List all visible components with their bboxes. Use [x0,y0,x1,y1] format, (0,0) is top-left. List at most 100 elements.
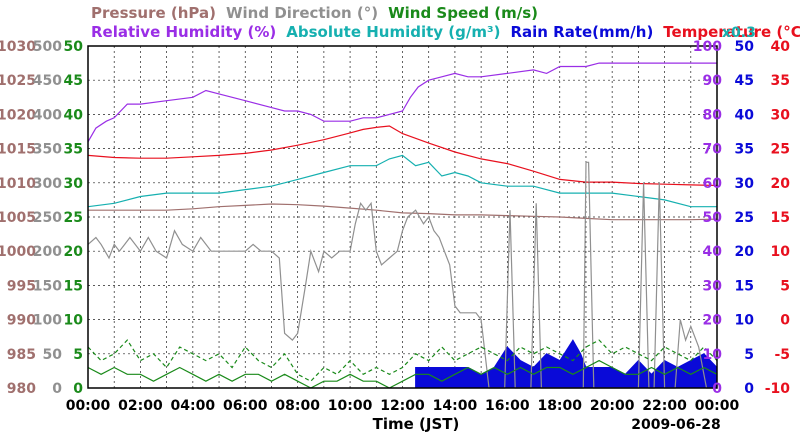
x-tick-label: 10:00 [328,398,373,414]
legend-entry: Temperature (°C) [663,23,800,41]
left-tick-wind-speed: 50 [64,39,84,55]
left-tick-wind-direction: 50 [43,347,63,363]
left-tick-wind-speed: 40 [64,107,84,123]
left-tick-wind-speed: 45 [64,73,83,89]
left-tick-wind-direction: 300 [33,176,62,192]
right-tick-temperature: 15 [771,210,790,226]
right-tick-relative-humidity: 40 [703,244,723,260]
series-wind-speed-gust [87,339,718,382]
right-tick-temperature: 20 [771,176,791,192]
series-absolute-humidity [87,154,717,208]
right-tick-relative-humidity: 90 [703,73,723,89]
right-tick-relative-humidity: 60 [703,176,723,192]
left-tick-pressure: 1010 [0,176,36,192]
left-tick-pressure: 985 [7,347,36,363]
left-tick-wind-direction: 150 [33,278,62,294]
left-tick-wind-direction: 200 [33,244,62,260]
left-tick-wind-speed: 20 [64,244,84,260]
right-tick-temperature: 5 [780,278,790,294]
series-rain-rate [415,339,718,389]
right-tick-rain-rate: 35 [735,142,754,158]
date-label: 2009-06-28 [631,417,721,433]
right-tick-relative-humidity: 30 [703,278,723,294]
right-tick-relative-humidity: 20 [703,313,723,329]
plot-frame [87,45,718,389]
right-tick-rain-rate: 40 [735,107,755,123]
right-tick-temperature: 0 [780,313,790,329]
x-tick-label: 16:00 [485,398,530,414]
legend: Pressure (hPa) Wind Direction (°) Wind Spe… [91,4,800,41]
right-tick-rain-rate: 30 [735,176,755,192]
left-tick-wind-direction: 100 [33,313,62,329]
right-tick-rain-rate: 15 [735,278,754,294]
legend-entry: Relative Humidity (%) [91,23,276,41]
right-tick-relative-humidity: 10 [703,347,723,363]
right-tick-temperature: -5 [774,347,790,363]
x-tick-label: 00:00 [695,398,740,414]
x-tick-label: 18:00 [537,398,582,414]
left-tick-wind-speed: 0 [73,381,83,397]
legend-entry: Pressure (hPa) [91,4,216,22]
axis-ticks: 1030102510201015101010051000995990985980… [0,39,790,414]
left-tick-pressure: 980 [7,381,36,397]
legend-entry: Wind Speed (m/s) [388,4,538,22]
right-tick-relative-humidity: 80 [703,107,723,123]
left-tick-wind-speed: 30 [64,176,84,192]
series-relative-humidity [87,62,717,143]
right-tick-temperature: 40 [771,39,791,55]
left-tick-wind-direction: 500 [33,39,62,55]
left-tick-wind-speed: 5 [73,347,83,363]
right-tick-rain-rate: 25 [735,210,754,226]
right-tick-relative-humidity: 0 [712,381,722,397]
right-tick-temperature: 10 [771,244,791,260]
left-tick-wind-speed: 25 [64,210,83,226]
x-tick-label: 02:00 [118,398,163,414]
right-tick-rain-rate: 10 [735,313,755,329]
right-tick-relative-humidity: 100 [693,39,722,55]
right-tick-temperature: 25 [771,142,790,158]
right-tick-temperature: -10 [765,381,791,397]
x-tick-label: 08:00 [275,398,320,414]
x-axis-label: Time (JST) [373,415,460,433]
x-tick-label: 20:00 [590,398,635,414]
right-tick-rain-rate: 5 [744,347,754,363]
left-tick-wind-direction: 450 [33,73,62,89]
x-tick-label: 22:00 [642,398,687,414]
right-tick-relative-humidity: 70 [703,142,723,158]
legend-row: Relative Humidity (%) Absolute Humidity (… [91,23,800,41]
series-temperature [87,125,718,187]
left-tick-pressure: 1020 [0,107,36,123]
x-tick-label: 14:00 [433,398,478,414]
legend-entry: Rain Rate(mm/h) [510,23,653,41]
series-pressure [88,203,718,221]
legend-row: Pressure (hPa) Wind Direction (°) Wind Spe… [91,4,538,22]
legend-entry: Wind Direction (°) [226,4,378,22]
left-tick-wind-speed: 15 [64,278,83,294]
left-tick-wind-direction: 0 [52,381,62,397]
x-tick-label: 06:00 [223,398,268,414]
x-tick-label: 00:00 [66,398,111,414]
left-tick-wind-direction: 350 [33,142,62,158]
left-tick-wind-direction: 400 [33,107,62,123]
left-tick-pressure: 1025 [0,73,36,89]
right-tick-relative-humidity: 50 [703,210,723,226]
series-layer [87,62,718,389]
abs-humidity-scale-note: x0.3 [722,25,756,41]
right-tick-temperature: 30 [771,107,791,123]
left-tick-pressure: 1005 [0,210,36,226]
grid [88,46,717,388]
series-wind-speed-mean [87,359,718,389]
left-tick-pressure: 1015 [0,142,36,158]
left-tick-pressure: 990 [7,313,36,329]
left-tick-wind-speed: 35 [64,142,83,158]
x-tick-label: 04:00 [171,398,216,414]
right-tick-rain-rate: 45 [735,73,754,89]
left-tick-pressure: 995 [7,278,36,294]
right-tick-rain-rate: 20 [735,244,755,260]
right-tick-rain-rate: 0 [744,381,754,397]
left-tick-wind-direction: 250 [33,210,62,226]
legend-entry: Absolute Humidity (g/m³) [286,23,500,41]
left-tick-pressure: 1030 [0,39,36,55]
right-tick-temperature: 35 [771,73,790,89]
